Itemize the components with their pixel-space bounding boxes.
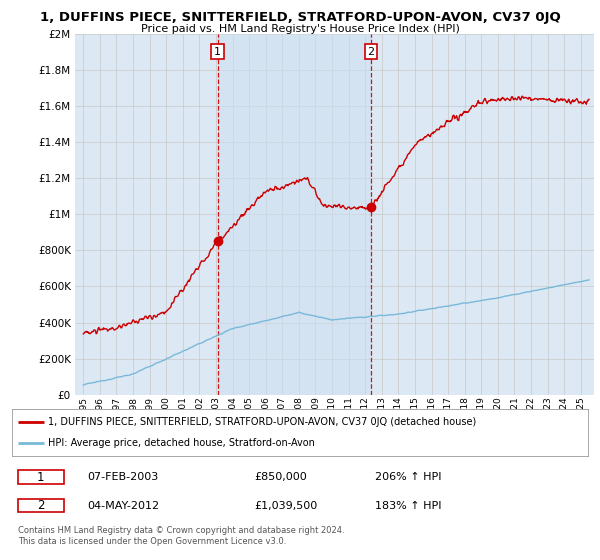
Text: £850,000: £850,000 bbox=[254, 472, 307, 482]
Text: Contains HM Land Registry data © Crown copyright and database right 2024.
This d: Contains HM Land Registry data © Crown c… bbox=[18, 526, 344, 546]
Text: 2: 2 bbox=[367, 46, 374, 57]
FancyBboxPatch shape bbox=[18, 470, 64, 484]
Text: 1: 1 bbox=[214, 46, 221, 57]
Text: 04-MAY-2012: 04-MAY-2012 bbox=[87, 501, 159, 511]
Text: Price paid vs. HM Land Registry's House Price Index (HPI): Price paid vs. HM Land Registry's House … bbox=[140, 24, 460, 34]
Text: £1,039,500: £1,039,500 bbox=[254, 501, 317, 511]
Text: 206% ↑ HPI: 206% ↑ HPI bbox=[375, 472, 442, 482]
Text: 07-FEB-2003: 07-FEB-2003 bbox=[87, 472, 158, 482]
Text: 1: 1 bbox=[37, 471, 44, 484]
Text: HPI: Average price, detached house, Stratford-on-Avon: HPI: Average price, detached house, Stra… bbox=[48, 438, 314, 448]
FancyBboxPatch shape bbox=[18, 499, 64, 512]
Text: 2: 2 bbox=[37, 499, 44, 512]
Text: 183% ↑ HPI: 183% ↑ HPI bbox=[375, 501, 442, 511]
Text: 1, DUFFINS PIECE, SNITTERFIELD, STRATFORD-UPON-AVON, CV37 0JQ: 1, DUFFINS PIECE, SNITTERFIELD, STRATFOR… bbox=[40, 11, 560, 24]
Text: 1, DUFFINS PIECE, SNITTERFIELD, STRATFORD-UPON-AVON, CV37 0JQ (detached house): 1, DUFFINS PIECE, SNITTERFIELD, STRATFOR… bbox=[48, 417, 476, 427]
Bar bbox=[218, 34, 371, 395]
